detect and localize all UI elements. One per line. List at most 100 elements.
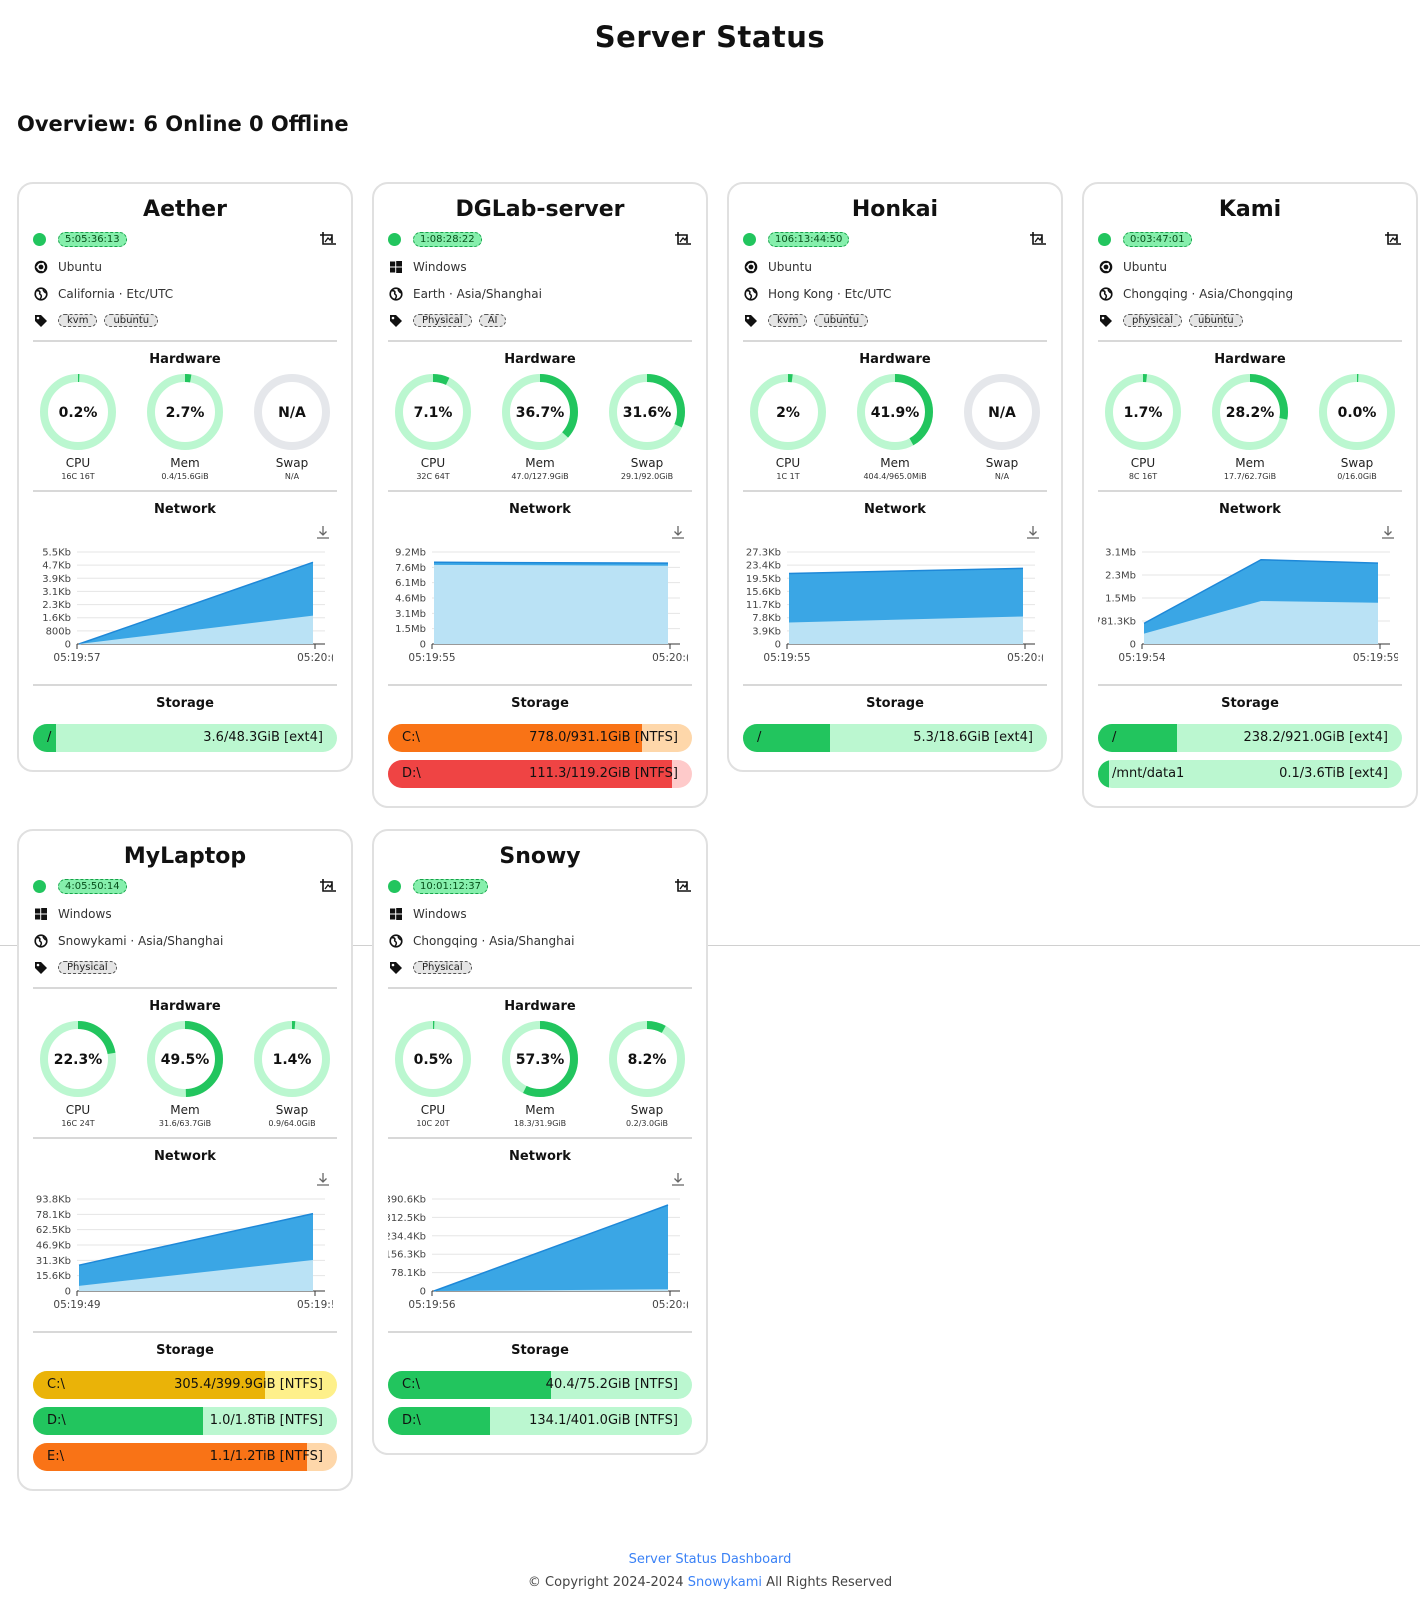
swap-percent: N/A xyxy=(988,405,1016,421)
mem-ring-fill xyxy=(502,1021,578,1097)
location-row: California · Etc/UTC xyxy=(33,280,337,307)
mem-ring: 36.7% xyxy=(502,374,578,450)
server-card[interactable]: Kami 0:03:47:01 Ubuntu Chongqing · Asia/Cho… xyxy=(1082,182,1418,808)
download-icon[interactable] xyxy=(670,1171,686,1191)
disk-mount: E:\ xyxy=(47,1449,64,1464)
mem-label: Mem xyxy=(880,456,910,470)
screenshot-crop-icon[interactable] xyxy=(1029,231,1047,249)
server-card[interactable]: MyLaptop 4:05:50:14 Windows Snowykami · Asi… xyxy=(17,829,353,1491)
cpu-detail: 32C 64T xyxy=(416,472,450,481)
screenshot-crop-icon[interactable] xyxy=(674,231,692,249)
x-tick-label-end: 05:20:( xyxy=(652,1299,688,1311)
status-row: 1:08:28:22 xyxy=(388,226,692,253)
network-title: Network xyxy=(864,502,926,517)
y-tick-label: 78.1Kb xyxy=(391,1268,426,1279)
network-area-outbound-line xyxy=(78,561,314,645)
footer-dashboard-link[interactable]: Server Status Dashboard xyxy=(628,1552,792,1567)
screenshot-crop-icon[interactable] xyxy=(319,878,337,896)
cpu-gauge: 7.1% CPU 32C 64T xyxy=(391,372,475,484)
disk-usage-bar: E:\ 1.1/1.2TiB [NTFS] xyxy=(33,1443,337,1471)
hardware-title: Hardware xyxy=(504,999,576,1014)
cpu-ring-fill xyxy=(750,374,826,450)
server-card[interactable]: DGLab-server 1:08:28:22 Windows Earth · Asi… xyxy=(372,182,708,808)
y-tick-label: 3.1Mb xyxy=(395,609,426,620)
mem-detail: 47.0/127.9GiB xyxy=(511,472,569,481)
disk-mount: C:\ xyxy=(402,1377,420,1392)
y-tick-label: 46.9Kb xyxy=(36,1241,71,1252)
download-icon[interactable] xyxy=(1025,524,1041,544)
download-icon[interactable] xyxy=(315,524,331,544)
tag-chip: ubuntu xyxy=(1189,314,1243,327)
location-row: Chongqing · Asia/Chongqing xyxy=(1098,280,1402,307)
disk-usage-bar: D:\ 111.3/119.2GiB [NTFS] xyxy=(388,760,692,788)
y-tick-label: 3.1Mb xyxy=(1105,548,1136,559)
os-row: Ubuntu xyxy=(743,253,1047,280)
x-tick-label-start: 05:19:49 xyxy=(53,1299,100,1311)
swap-ring: 0.0% xyxy=(1319,374,1395,450)
y-tick-label: 390.6Kb xyxy=(388,1195,426,1206)
y-tick-label: 19.5Kb xyxy=(746,574,781,585)
os-label: Ubuntu xyxy=(1123,259,1167,274)
cpu-gauge: 0.5% CPU 10C 20T xyxy=(391,1019,475,1131)
y-tick-label: 3.1Kb xyxy=(42,587,71,598)
online-status-dot xyxy=(743,233,756,246)
network-panel: 9.2Mb 7.6Mb 6.1Mb 4.6Mb 3.1Mb 1.5Mb 0 05:19:55 0… xyxy=(388,522,692,678)
disk-usage-fill xyxy=(33,1407,204,1435)
x-tick-label-start: 05:19:57 xyxy=(53,652,100,664)
os-label: Windows xyxy=(58,906,112,921)
os-row: Ubuntu xyxy=(33,253,337,280)
disk-capacity: 0.1/3.6TiB [ext4] xyxy=(1279,766,1388,781)
cpu-ring-fill xyxy=(395,374,471,450)
disk-mount: D:\ xyxy=(47,1413,66,1428)
mem-detail: 17.7/62.7GiB xyxy=(1223,472,1277,481)
location-row: Snowykami · Asia/Shanghai xyxy=(33,927,337,954)
status-row: 10:01:12:37 xyxy=(388,873,692,900)
y-tick-label: 3.9Kb xyxy=(752,626,781,637)
server-card[interactable]: Aether 5:05:36:13 Ubuntu California · Etc/U… xyxy=(17,182,353,772)
storage-title: Storage xyxy=(1221,696,1279,711)
cpu-gauge: 1.7% CPU 8C 16T xyxy=(1101,372,1185,484)
disk-mount: / xyxy=(1112,730,1117,745)
tag-icon xyxy=(388,313,403,328)
disk-capacity: 238.2/921.0GiB [ext4] xyxy=(1243,730,1388,745)
disk-usage-bar: C:\ 305.4/399.9GiB [NTFS] xyxy=(33,1371,337,1399)
cpu-percent: 2% xyxy=(776,405,800,421)
screenshot-crop-icon[interactable] xyxy=(1384,231,1402,249)
swap-ring-fill xyxy=(254,1021,330,1097)
swap-gauge: N/A Swap N/A xyxy=(960,372,1044,484)
server-card[interactable]: Snowy 10:01:12:37 Windows Chongqing · Asia/… xyxy=(372,829,708,1455)
download-icon[interactable] xyxy=(315,1171,331,1191)
uptime-badge: 1:08:28:22 xyxy=(413,232,482,247)
online-status-dot xyxy=(388,880,401,893)
copyright-author-link[interactable]: Snowykami xyxy=(687,1575,763,1590)
y-tick-label: 2.3Kb xyxy=(42,600,71,611)
x-tick-label-end: 05:20:( xyxy=(1007,652,1043,664)
footer: Server Status Dashboard © Copyright 2024… xyxy=(0,1548,1420,1594)
swap-label: Swap xyxy=(630,456,664,470)
download-icon[interactable] xyxy=(1380,524,1396,544)
swap-percent: 8.2% xyxy=(628,1052,667,1068)
page-title: Server Status xyxy=(594,20,826,54)
screenshot-crop-icon[interactable] xyxy=(674,878,692,896)
disk-mount: / xyxy=(47,730,52,745)
mem-percent: 57.3% xyxy=(516,1052,565,1068)
swap-percent: N/A xyxy=(278,405,306,421)
swap-ring: N/A xyxy=(964,374,1040,450)
network-area-outbound-line xyxy=(788,567,1024,575)
globe-icon xyxy=(33,933,48,948)
screenshot-crop-icon[interactable] xyxy=(319,231,337,249)
section-divider xyxy=(388,987,692,989)
download-icon[interactable] xyxy=(670,524,686,544)
y-tick-label: 9.2Mb xyxy=(395,548,426,559)
os-row: Ubuntu xyxy=(1098,253,1402,280)
network-area-inbound xyxy=(789,616,1023,644)
network-panel: 3.1Mb 2.3Mb 1.5Mb 781.3Kb 0 05:19:54 05:19:59 xyxy=(1098,522,1402,678)
os-label: Windows xyxy=(413,906,467,921)
mem-ring-fill xyxy=(147,374,223,450)
cpu-detail: 16C 24T xyxy=(61,1119,95,1128)
uptime-badge: 4:05:50:14 xyxy=(58,879,127,894)
disk-mount: /mnt/data1 xyxy=(1112,766,1185,781)
server-card[interactable]: Honkai 106:13:44:50 Ubuntu Hong Kong · Etc/… xyxy=(727,182,1063,772)
hardware-title: Hardware xyxy=(504,352,576,367)
x-tick-label-start: 05:19:56 xyxy=(408,1299,455,1311)
